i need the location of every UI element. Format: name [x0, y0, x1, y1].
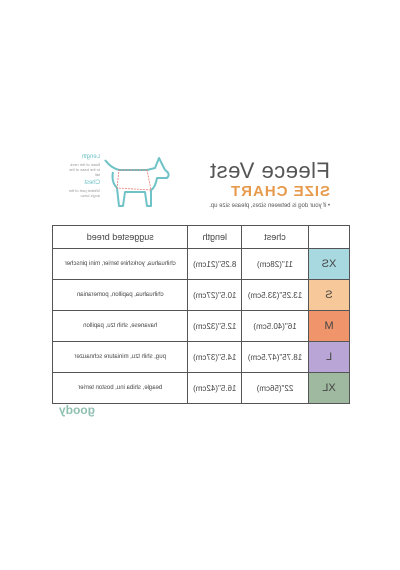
- length-cell: 8.25"(21cm): [187, 248, 242, 280]
- size-cell: XL: [308, 372, 350, 404]
- note: • if your dog is between sizes, please s…: [209, 203, 330, 209]
- breed-cell: chihuahua, papillon, pomeranian: [52, 279, 188, 311]
- size-cell: XS: [308, 248, 350, 280]
- header-cell: suggested breed: [52, 225, 188, 249]
- dog-illustration: [104, 157, 170, 207]
- size-row: M 16"(40.5cm) 12.5"(32cm) havanese, shih tz…: [52, 310, 350, 342]
- size-cell: S: [308, 279, 350, 311]
- chest-cell: 22"(56cm): [241, 372, 309, 404]
- chest-label: Chest: [84, 180, 100, 186]
- size-cell: M: [308, 310, 350, 342]
- breed-cell: beagle, shiba inu, boston terrier: [52, 372, 188, 404]
- size-row: XS 11"(28cm) 8.25"(21cm) chihuahua, yorkshi…: [52, 248, 350, 280]
- size-row: L 18.75"(47.5cm) 14.5"(37cm) pug, shih tzu,…: [52, 341, 350, 373]
- chest-cell: 16"(40.5cm): [241, 310, 309, 342]
- subtitle: SIZE CHART: [230, 183, 330, 200]
- size-table: chest length suggested breed XS 11"(28cm) 8.2…: [52, 225, 350, 404]
- logo: goody: [59, 403, 95, 417]
- chest-cell: 13.25"(33.5cm): [241, 279, 309, 311]
- length-cell: 12.5"(32cm): [187, 310, 242, 342]
- header-cell: length: [187, 225, 242, 249]
- header-row: chest length suggested breed: [52, 225, 350, 249]
- breed-cell: chihuahua, yorkshire terrier, mini pinsc…: [52, 248, 188, 280]
- header-cell: chest: [241, 225, 309, 249]
- breed-cell: pug, shih tzu, miniature schnauzer: [52, 341, 188, 373]
- length-desc: Base of the neck to the base of the tail: [69, 162, 100, 177]
- length-cell: 16.5"(42cm): [187, 372, 242, 404]
- length-label: Length: [81, 154, 100, 160]
- size-row: S 13.25"(33.5cm) 10.5"(27cm) chihuahua, pap…: [52, 279, 350, 311]
- header-cell: [308, 225, 350, 249]
- length-cell: 14.5"(37cm): [187, 341, 242, 373]
- chest-cell: 11"(28cm): [241, 248, 309, 280]
- chest-desc: Widest part of the dog's torso: [68, 188, 100, 198]
- chest-cell: 18.75"(47.5cm): [241, 341, 309, 373]
- breed-cell: havanese, shih tzu, papillon: [52, 310, 188, 342]
- title: Fleece Vest: [209, 158, 330, 183]
- size-row: XL 22"(56cm) 16.5"(42cm) beagle, shiba inu,…: [52, 372, 350, 404]
- length-cell: 10.5"(27cm): [187, 279, 242, 311]
- size-cell: L: [308, 341, 350, 373]
